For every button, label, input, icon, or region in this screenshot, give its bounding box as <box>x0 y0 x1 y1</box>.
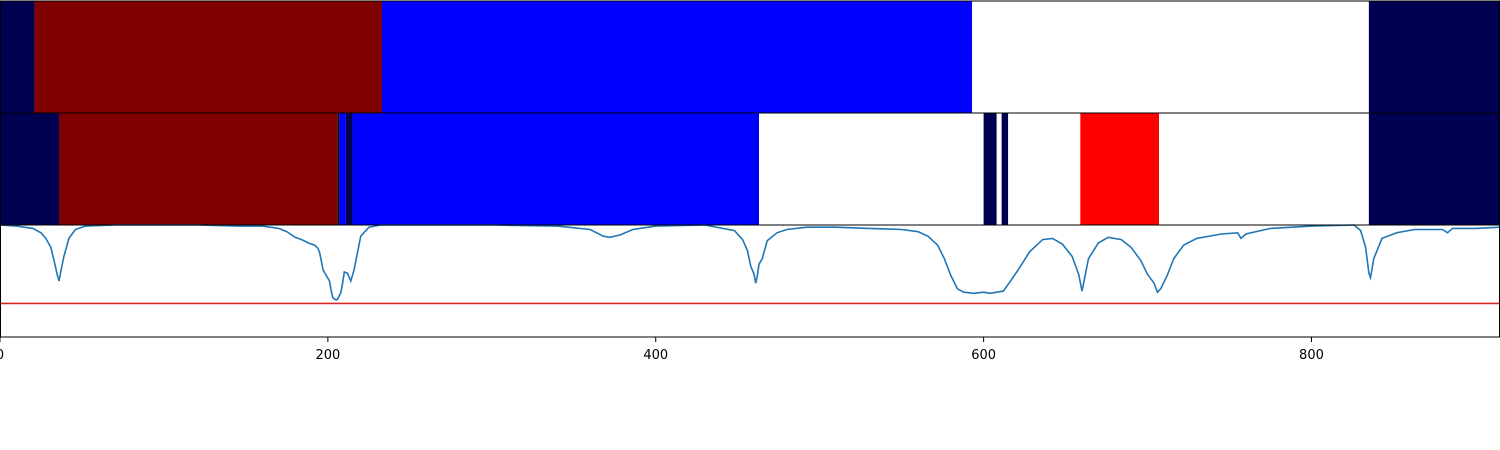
x-tick-label: 400 <box>643 348 668 363</box>
x-axis: 0 200 400 600 800 <box>0 337 1324 363</box>
x-tick-label: 200 <box>315 348 340 363</box>
middle-track-segment <box>1159 113 1369 225</box>
middle-track-segment <box>759 113 984 225</box>
top-track-segment <box>972 1 1369 113</box>
middle-track-segment <box>338 113 340 225</box>
x-tick-label: 800 <box>1299 348 1324 363</box>
x-tick-label: 0 <box>0 348 4 363</box>
middle-track-segment <box>984 113 997 225</box>
score-panel <box>0 225 1500 303</box>
top-track <box>0 1 1500 113</box>
panel-frame <box>1 225 1500 337</box>
middle-track-segment <box>1008 113 1080 225</box>
top-track-segment <box>1369 1 1500 113</box>
middle-track-segment <box>346 113 353 225</box>
middle-track <box>0 113 1500 225</box>
middle-track-segment <box>1080 113 1159 225</box>
score-curve <box>0 225 1500 300</box>
x-tick-label: 600 <box>971 348 996 363</box>
middle-track-segment <box>59 113 338 225</box>
middle-track-segment <box>352 113 759 225</box>
middle-track-segment <box>997 113 1002 225</box>
top-track-segment <box>382 1 972 113</box>
middle-track-segment <box>339 113 346 225</box>
top-track-segment <box>34 1 382 113</box>
middle-track-segment <box>1002 113 1009 225</box>
middle-track-segment <box>0 113 59 225</box>
top-track-segment <box>0 1 34 113</box>
middle-track-segment <box>1369 113 1500 225</box>
